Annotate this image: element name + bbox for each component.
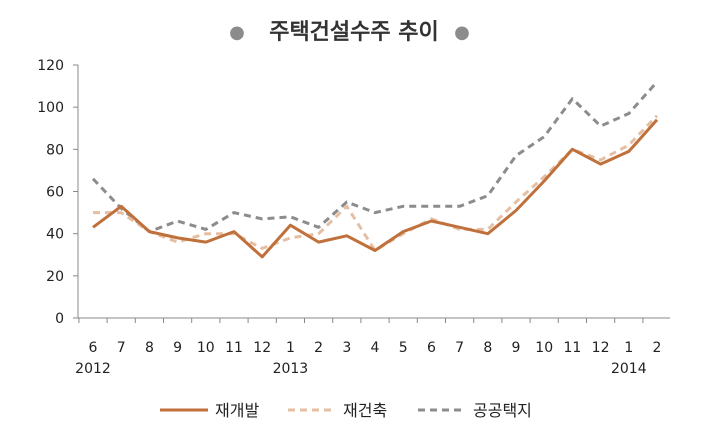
x-tick-label: 2 [314, 340, 323, 356]
chart-legend: 재개발 재건축 공공택지 [160, 401, 532, 420]
x-tick-label: 4 [371, 340, 380, 356]
x-tick-label: 11 [225, 340, 243, 356]
title-bullet-right: ● [454, 22, 470, 43]
x-tick-label: 10 [535, 340, 553, 356]
legend-label: 재건축 [343, 401, 387, 420]
x-tick-label: 12 [592, 340, 610, 356]
x-tick-label: 9 [173, 340, 182, 356]
y-tick-label: 40 [46, 227, 64, 243]
y-tick-label: 0 [55, 311, 64, 327]
y-tick-label: 80 [46, 142, 64, 158]
x-tick-label: 5 [399, 340, 408, 356]
x-year-label: 2014 [611, 361, 647, 377]
x-tick-label: 9 [512, 340, 521, 356]
x-tick-label: 7 [117, 340, 126, 356]
legend-label: 재개발 [215, 401, 259, 420]
legend-label: 공공택지 [473, 401, 532, 420]
x-tick-label: 10 [197, 340, 215, 356]
y-tick-label: 100 [37, 100, 64, 116]
x-tick-label: 8 [145, 340, 154, 356]
series-line-3 [91, 80, 659, 234]
chart-title-group: ● 주택건설수주 추이 ● [229, 20, 470, 45]
x-year-label: 2012 [75, 361, 111, 377]
series-line-2 [93, 114, 659, 252]
title-bullet-left: ● [229, 22, 245, 43]
x-tick-label: 6 [89, 340, 98, 356]
x-tick-label: 2 [653, 340, 662, 356]
x-tick-label: 1 [624, 340, 633, 356]
y-tick-label: 60 [46, 185, 64, 201]
x-tick-label: 8 [483, 340, 492, 356]
x-tick-label: 12 [253, 340, 271, 356]
series-line-1 [92, 118, 659, 259]
x-tick-label: 7 [455, 340, 464, 356]
x-tick-label: 3 [342, 340, 351, 356]
chart-title: 주택건설수주 추이 [269, 20, 439, 45]
x-tick-label: 6 [427, 340, 436, 356]
x-year-label: 2013 [273, 361, 309, 377]
y-tick-label: 20 [46, 269, 64, 285]
series-layer [91, 80, 659, 259]
y-tick-label: 120 [37, 58, 64, 74]
x-tick-label: 11 [563, 340, 581, 356]
x-tick-label: 1 [286, 340, 295, 356]
